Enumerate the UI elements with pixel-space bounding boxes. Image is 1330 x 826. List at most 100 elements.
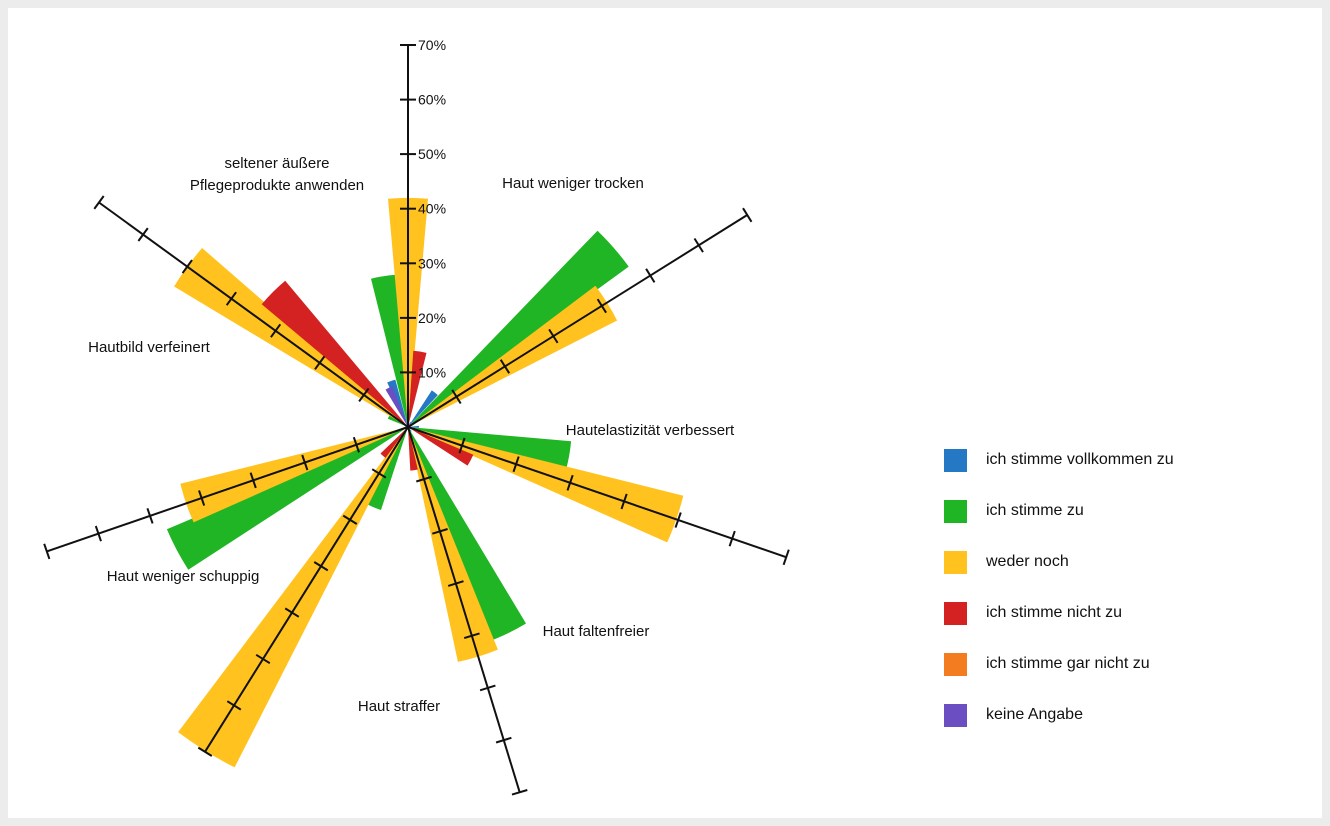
category-label-2: Hautelastizität verbessert	[566, 422, 735, 439]
axis-tick-7-4	[225, 291, 237, 306]
polar-bar-chart: 10% 20% 30% 40% 50% 60% 70% Haut weniger trock…	[43, 37, 790, 796]
axis-tick-7-1	[358, 387, 370, 402]
legend-swatch	[944, 448, 967, 472]
category-label-7: seltener äußere Pflegeprodukte anwenden	[190, 155, 364, 194]
axis-tick-2-3	[548, 328, 559, 344]
legend-item: weder noch	[944, 550, 1304, 574]
axis-tick-6-1	[352, 436, 360, 453]
axis-tick-5-1	[371, 468, 387, 479]
legend-label: ich stimme vollkommen zu	[986, 451, 1174, 468]
legend-label: ich stimme zu	[986, 502, 1084, 519]
category-axis-5	[204, 426, 409, 753]
axis-tick-3-2	[512, 456, 520, 473]
legend-swatch	[944, 499, 967, 523]
axis-tick-6-6	[94, 525, 102, 542]
axis-tick-4-3	[447, 580, 464, 587]
radial-tick-label: 50%	[418, 146, 446, 162]
bar-3-series-3	[408, 427, 684, 543]
legend-swatch	[944, 601, 967, 625]
axes-group	[43, 44, 790, 796]
axis-tick-5-7	[197, 746, 213, 757]
category-axis-6	[46, 426, 409, 553]
bar-2-series-2	[408, 230, 629, 427]
axis-tick-6-7	[43, 543, 51, 560]
bar-7-series-6	[385, 386, 408, 427]
axis-tick-4-7	[511, 789, 528, 796]
axis-tick-5-5	[255, 653, 271, 665]
legend: ich stimme vollkommen zu ich stimme zu wed…	[944, 448, 1304, 754]
axis-tick-2-1	[451, 389, 462, 405]
axis-tick-3-5	[674, 512, 682, 528]
bar-5-series-4	[380, 427, 408, 458]
radial-tick-labels: 10% 20% 30% 40% 50% 60% 70%	[418, 37, 446, 380]
legend-item: keine Angabe	[944, 703, 1304, 727]
category-axis-7	[98, 201, 409, 428]
axis-tick-4-6	[495, 736, 512, 744]
legend-label: ich stimme gar nicht zu	[986, 655, 1150, 672]
bars-group	[166, 197, 684, 768]
axis-tick-6-2	[301, 454, 309, 471]
axis-tick-5-4	[284, 607, 300, 618]
axis-tick-2-7	[742, 207, 753, 223]
legend-swatch	[944, 550, 967, 574]
bar-6-series-3	[180, 427, 408, 523]
bar-4-series-2	[408, 427, 526, 641]
bar-5-series-3	[178, 427, 408, 768]
axis-tick-6-5	[146, 507, 154, 524]
axis-tick-2-2	[499, 359, 511, 374]
axis-tick-3-7	[782, 549, 790, 566]
radial-tick-label: 70%	[418, 37, 446, 53]
axis-tick-5-2	[342, 514, 358, 525]
bar-4-series-3	[408, 427, 498, 662]
bar-3-series-4	[408, 427, 474, 466]
axis-tick-3-3	[566, 474, 574, 491]
legend-swatch	[944, 703, 967, 727]
legend-item: ich stimme nicht zu	[944, 601, 1304, 625]
axis-tick-2-4	[596, 298, 607, 314]
axis-tick-5-6	[226, 700, 242, 711]
category-label-1: Haut weniger trocken	[502, 175, 644, 192]
category-label-3: Haut faltenfreier	[543, 623, 650, 640]
axis-tick-2-6	[693, 237, 704, 253]
category-label-6: Hautbild verfeinert	[88, 339, 211, 356]
axis-tick-3-6	[728, 530, 736, 547]
axis-tick-7-7	[93, 195, 105, 210]
radial-tick-label: 60%	[418, 92, 446, 108]
legend-item: ich stimme zu	[944, 499, 1304, 523]
category-labels: Haut weniger trocken Hautelastizität verb…	[88, 155, 735, 715]
axis-tick-5-3	[313, 561, 329, 572]
legend-item: ich stimme vollkommen zu	[944, 448, 1304, 472]
radial-tick-label: 10%	[418, 364, 446, 380]
category-axis-2	[407, 214, 748, 428]
legend-label: ich stimme nicht zu	[986, 604, 1123, 621]
chart-frame: 10% 20% 30% 40% 50% 60% 70% Haut weniger trock…	[8, 8, 1322, 818]
axis-tick-6-4	[198, 490, 206, 506]
radial-tick-label: 40%	[418, 201, 446, 217]
axis-tick-7-6	[137, 227, 149, 242]
bar-3-series-1	[408, 425, 419, 428]
legend-swatch	[944, 652, 967, 676]
category-axis-4	[407, 426, 521, 793]
axis-tick-7-5	[181, 259, 193, 274]
axis-tick-3-4	[620, 493, 628, 510]
axis-tick-4-4	[463, 632, 480, 640]
bar-6-series-2	[166, 427, 408, 570]
legend-item: ich stimme gar nicht zu	[944, 652, 1304, 676]
bar-2-series-3	[408, 285, 618, 427]
bar-5-series-2	[367, 427, 408, 510]
category-label-4: Haut straffer	[358, 698, 440, 715]
axis-tick-3-1	[458, 437, 466, 454]
bar-7-series-4	[261, 280, 408, 427]
bar-7-series-3	[174, 248, 408, 427]
axis-tick-7-2	[314, 355, 326, 370]
axis-tick-6-3	[249, 472, 257, 489]
bar-1-series-4	[408, 350, 427, 427]
axis-tick-7-3	[270, 323, 282, 338]
axis-tick-4-1	[416, 475, 432, 483]
legend-label: weder noch	[986, 553, 1069, 570]
radial-tick-label: 20%	[418, 310, 446, 326]
category-label-5: Haut weniger schuppig	[107, 568, 260, 585]
category-axis-3	[407, 426, 787, 559]
axis-tick-4-5	[479, 684, 496, 692]
axis-tick-2-5	[645, 268, 656, 283]
